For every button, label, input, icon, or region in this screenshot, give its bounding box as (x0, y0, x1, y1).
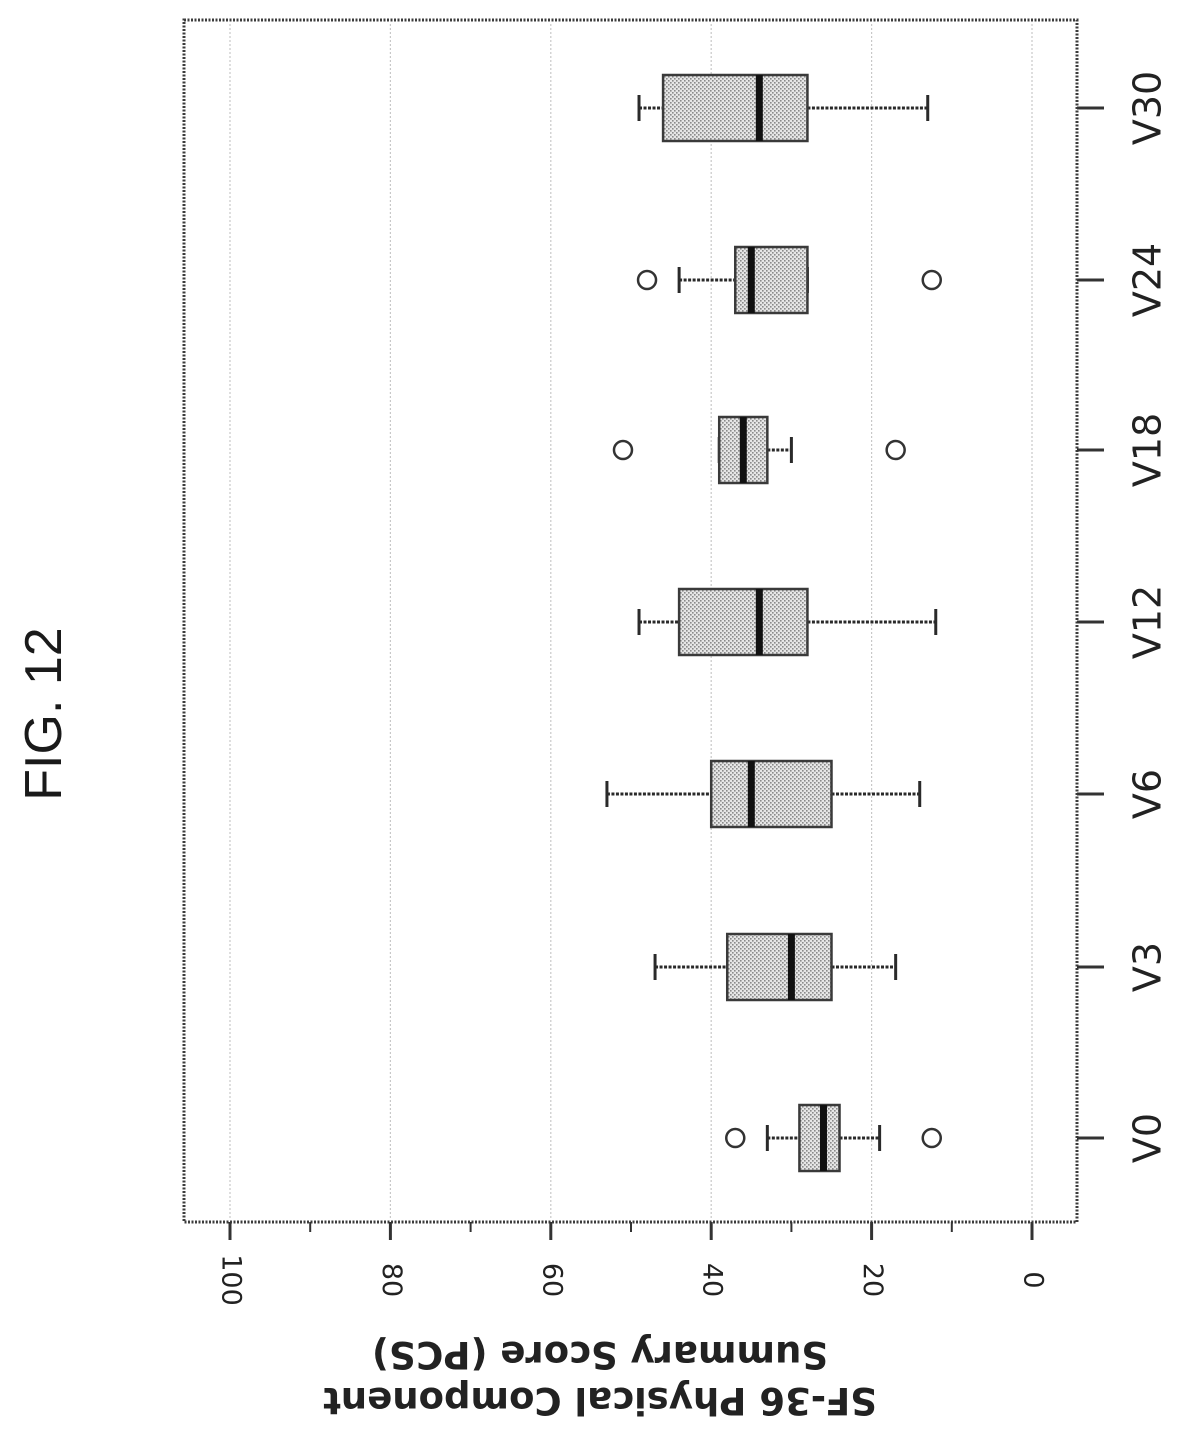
iqr-box-V0 (798, 1103, 841, 1173)
boxes (605, 73, 942, 1173)
value-tick-label-40: 40 (697, 1263, 728, 1297)
category-label-V6: V6 (1126, 769, 1170, 819)
outlier-V18 (885, 439, 906, 461)
outlier-V24 (921, 269, 942, 291)
box-V24 (636, 245, 942, 315)
value-tick-label-0: 0 (1018, 1271, 1049, 1288)
y-axis: 0 20 40 60 80 100 (216, 1222, 1049, 1306)
value-tick-label-60: 60 (536, 1263, 567, 1297)
x-axis: V0 V3 V6 V12 V18 V24 V30 (1077, 71, 1170, 1163)
category-label-V12: V12 (1126, 585, 1170, 659)
outlier-V0 (725, 1127, 746, 1149)
category-label-V0: V0 (1126, 1113, 1170, 1163)
category-label-V24: V24 (1126, 243, 1170, 317)
box-V30 (637, 73, 930, 143)
iqr-box-V30 (661, 73, 809, 143)
iqr-box-V3 (725, 932, 833, 1002)
value-tick-label-80: 80 (376, 1263, 407, 1297)
value-tick-label-20: 20 (857, 1263, 888, 1297)
iqr-box-V6 (709, 759, 833, 829)
category-label-V30: V30 (1126, 71, 1170, 145)
y-axis-title-line-2: Summary Score (PCS) (372, 1333, 828, 1376)
category-label-V3: V3 (1126, 942, 1170, 992)
outlier-V18 (612, 439, 634, 461)
plot-frame (182, 18, 1079, 1224)
outlier-V0 (921, 1127, 942, 1149)
box-V12 (637, 587, 938, 657)
box-V18 (612, 415, 906, 485)
iqr-box-V24 (734, 245, 809, 315)
y-axis-title-line-1: SF-36 Physical Component (323, 1379, 877, 1422)
box-V0 (725, 1103, 942, 1173)
outlier-V24 (636, 269, 658, 291)
value-tick-label-100: 100 (216, 1254, 247, 1306)
box-V3 (653, 932, 898, 1002)
category-label-V18: V18 (1126, 413, 1170, 487)
y-axis-title: SF-36 Physical Component Summary Score (… (323, 1333, 877, 1422)
iqr-box-V12 (677, 587, 809, 657)
box-V6 (605, 759, 922, 829)
